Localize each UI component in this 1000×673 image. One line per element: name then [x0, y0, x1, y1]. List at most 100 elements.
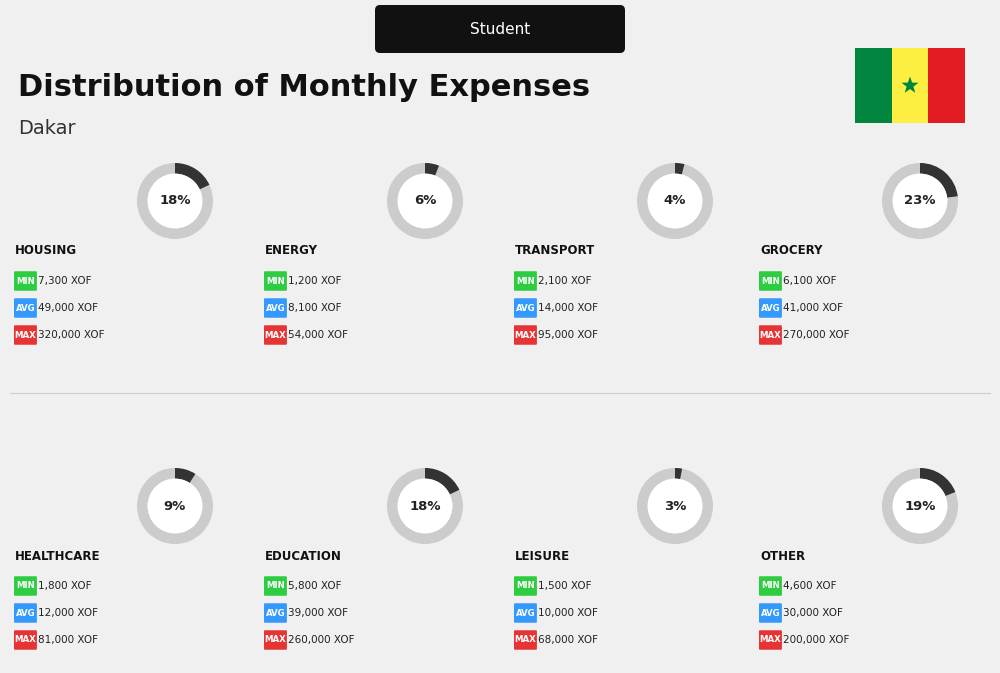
Text: GROCERY: GROCERY — [760, 244, 822, 258]
Wedge shape — [425, 163, 439, 176]
Text: 7,300 XOF: 7,300 XOF — [38, 276, 92, 286]
Circle shape — [648, 174, 702, 228]
Text: 270,000 XOF: 270,000 XOF — [783, 330, 850, 340]
Text: MIN: MIN — [516, 277, 535, 285]
Text: 4%: 4% — [664, 194, 686, 207]
FancyBboxPatch shape — [759, 603, 782, 623]
Text: 49,000 XOF: 49,000 XOF — [38, 303, 98, 313]
Text: MAX: MAX — [265, 330, 286, 339]
Text: 5,800 XOF: 5,800 XOF — [288, 581, 342, 591]
Text: 1,500 XOF: 1,500 XOF — [538, 581, 592, 591]
Circle shape — [148, 174, 202, 228]
Text: 23%: 23% — [904, 194, 936, 207]
Text: ENERGY: ENERGY — [265, 244, 318, 258]
Text: MIN: MIN — [16, 581, 35, 590]
Wedge shape — [425, 468, 459, 495]
Text: MIN: MIN — [266, 581, 285, 590]
Circle shape — [148, 479, 202, 534]
Text: MAX: MAX — [760, 330, 781, 339]
Text: 68,000 XOF: 68,000 XOF — [538, 635, 598, 645]
FancyBboxPatch shape — [264, 630, 287, 649]
Text: 2,100 XOF: 2,100 XOF — [538, 276, 592, 286]
FancyBboxPatch shape — [264, 298, 287, 318]
FancyBboxPatch shape — [264, 325, 287, 345]
Text: AVG: AVG — [266, 608, 285, 618]
Text: MAX: MAX — [515, 330, 536, 339]
FancyBboxPatch shape — [514, 630, 537, 649]
Text: 1,800 XOF: 1,800 XOF — [38, 581, 92, 591]
Text: LEISURE: LEISURE — [515, 549, 570, 563]
Text: 18%: 18% — [159, 194, 191, 207]
Circle shape — [398, 479, 452, 534]
FancyBboxPatch shape — [514, 576, 537, 596]
Text: 14,000 XOF: 14,000 XOF — [538, 303, 598, 313]
FancyBboxPatch shape — [514, 298, 537, 318]
Text: 81,000 XOF: 81,000 XOF — [38, 635, 98, 645]
Bar — [928, 48, 965, 123]
Wedge shape — [137, 468, 213, 544]
Text: Dakar: Dakar — [18, 118, 76, 137]
Text: 9%: 9% — [164, 499, 186, 513]
FancyBboxPatch shape — [759, 325, 782, 345]
Text: 10,000 XOF: 10,000 XOF — [538, 608, 598, 618]
Wedge shape — [882, 163, 958, 239]
Text: MAX: MAX — [515, 635, 536, 645]
Text: 30,000 XOF: 30,000 XOF — [783, 608, 843, 618]
Text: 39,000 XOF: 39,000 XOF — [288, 608, 348, 618]
Text: 320,000 XOF: 320,000 XOF — [38, 330, 105, 340]
Text: AVG: AVG — [516, 304, 535, 312]
Text: AVG: AVG — [266, 304, 285, 312]
FancyBboxPatch shape — [14, 603, 37, 623]
Text: 18%: 18% — [409, 499, 441, 513]
Text: AVG: AVG — [761, 608, 780, 618]
Wedge shape — [920, 468, 955, 496]
Text: AVG: AVG — [16, 608, 35, 618]
Wedge shape — [175, 468, 195, 483]
Text: MAX: MAX — [15, 635, 36, 645]
Wedge shape — [637, 468, 713, 544]
Wedge shape — [882, 468, 958, 544]
Text: 260,000 XOF: 260,000 XOF — [288, 635, 355, 645]
FancyBboxPatch shape — [759, 576, 782, 596]
FancyBboxPatch shape — [375, 5, 625, 53]
Text: 19%: 19% — [904, 499, 936, 513]
Text: HOUSING: HOUSING — [15, 244, 77, 258]
Text: 54,000 XOF: 54,000 XOF — [288, 330, 348, 340]
Text: 1,200 XOF: 1,200 XOF — [288, 276, 342, 286]
Wedge shape — [387, 163, 463, 239]
Text: HEALTHCARE: HEALTHCARE — [15, 549, 100, 563]
Text: EDUCATION: EDUCATION — [265, 549, 342, 563]
Text: AVG: AVG — [516, 608, 535, 618]
Text: MIN: MIN — [266, 277, 285, 285]
Wedge shape — [637, 163, 713, 239]
Text: MIN: MIN — [516, 581, 535, 590]
FancyBboxPatch shape — [514, 603, 537, 623]
Text: MAX: MAX — [760, 635, 781, 645]
FancyBboxPatch shape — [759, 271, 782, 291]
FancyBboxPatch shape — [514, 271, 537, 291]
Text: MAX: MAX — [15, 330, 36, 339]
FancyBboxPatch shape — [759, 630, 782, 649]
Bar — [892, 48, 928, 123]
Wedge shape — [137, 163, 213, 239]
Text: Distribution of Monthly Expenses: Distribution of Monthly Expenses — [18, 73, 590, 102]
Text: 8,100 XOF: 8,100 XOF — [288, 303, 342, 313]
Text: 3%: 3% — [664, 499, 686, 513]
FancyBboxPatch shape — [14, 576, 37, 596]
Wedge shape — [675, 163, 684, 174]
FancyBboxPatch shape — [14, 298, 37, 318]
FancyBboxPatch shape — [14, 271, 37, 291]
FancyBboxPatch shape — [14, 325, 37, 345]
FancyBboxPatch shape — [264, 271, 287, 291]
Text: AVG: AVG — [761, 304, 780, 312]
Wedge shape — [675, 468, 682, 479]
Bar — [855, 48, 892, 123]
Text: Student: Student — [470, 22, 530, 36]
Text: 4,600 XOF: 4,600 XOF — [783, 581, 837, 591]
FancyBboxPatch shape — [759, 298, 782, 318]
Polygon shape — [901, 77, 919, 93]
Text: 6%: 6% — [414, 194, 436, 207]
FancyBboxPatch shape — [264, 576, 287, 596]
Text: 95,000 XOF: 95,000 XOF — [538, 330, 598, 340]
FancyBboxPatch shape — [264, 603, 287, 623]
